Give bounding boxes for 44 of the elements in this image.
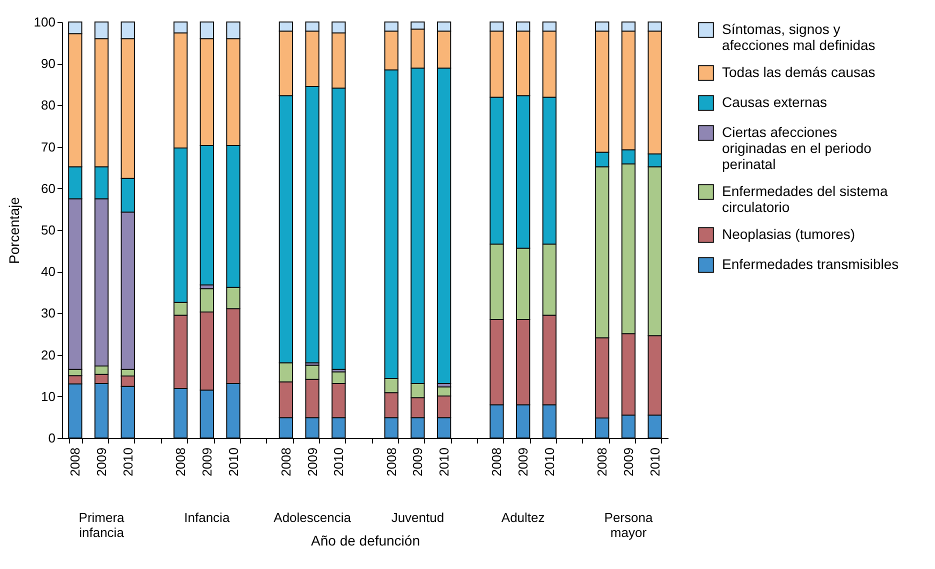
legend-label: Enfermedades del sistema circulatorio — [722, 183, 888, 215]
legend-label: Enfermedades transmisibles — [722, 256, 899, 272]
y-tick-label: 90 — [41, 56, 56, 72]
x-tick-label: 2009 — [94, 448, 110, 476]
x-tick-label: 2008 — [489, 448, 504, 476]
legend-label: Todas las demás causas — [722, 64, 876, 80]
text: Primera infancia — [78, 510, 126, 540]
y-tick-label: 100 — [34, 14, 56, 30]
text: Juventud — [391, 510, 444, 525]
x-tick-label: 2010 — [226, 448, 241, 476]
text: Persona mayor — [604, 510, 654, 540]
y-tick-label: 40 — [41, 264, 56, 280]
y-tick-label: 30 — [41, 306, 56, 321]
y-tick-label: 60 — [41, 180, 56, 196]
y-tick-label: 20 — [41, 347, 56, 362]
y-tick-label: 80 — [41, 98, 56, 113]
y-tick-label: 70 — [41, 139, 56, 154]
x-tick-label: 2010 — [120, 448, 136, 476]
legend-label: Neoplasias (tumores) — [722, 226, 856, 242]
text: Infancia — [184, 510, 230, 525]
x-tick-label: 2008 — [594, 448, 610, 476]
x-axis-title: Año de defunción — [311, 532, 420, 548]
y-axis-title: Porcentaje — [6, 196, 22, 264]
x-tick-label: 2009 — [620, 448, 636, 476]
text: Adultez — [501, 510, 545, 525]
legend-label: Síntomas, signos y afecciones mal definidas — [722, 21, 876, 53]
x-tick-label: 2010 — [331, 448, 346, 476]
y-tick-label: 50 — [41, 222, 56, 238]
x-tick-label: 2009 — [516, 448, 531, 476]
x-tick-label: 2009 — [410, 448, 426, 476]
x-tick-label: 2010 — [542, 448, 557, 476]
legend-label: Ciertas afecciones originadas en el periodo perinatal — [722, 124, 872, 172]
x-tick-label: 2009 — [304, 448, 320, 476]
y-tick-label: 10 — [41, 388, 56, 404]
legend-label: Causas externas — [722, 94, 828, 110]
x-tick-label: 2010 — [436, 448, 452, 476]
x-tick-label: 2008 — [173, 448, 188, 476]
x-tick-label: 2010 — [647, 448, 662, 476]
x-tick-label: 2008 — [68, 448, 83, 476]
y-tick-label: 0 — [48, 430, 56, 446]
x-tick-label: 2008 — [278, 448, 294, 476]
text: Adolescencia — [274, 510, 352, 525]
x-tick-label: 2008 — [384, 448, 399, 476]
x-tick-label: 2009 — [199, 448, 214, 476]
